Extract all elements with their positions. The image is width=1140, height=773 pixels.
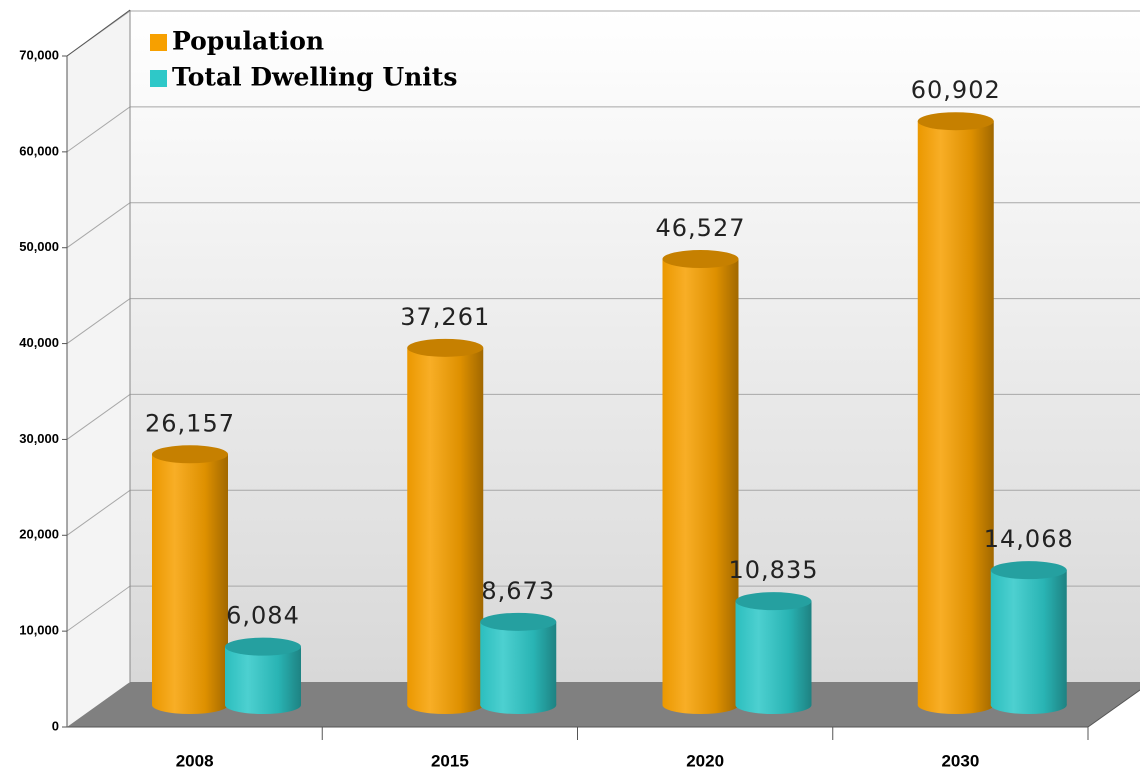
value-label: 60,902 <box>911 76 1001 104</box>
value-label: 26,157 <box>145 409 235 437</box>
bar-top <box>990 561 1067 580</box>
value-label: 37,261 <box>400 303 490 331</box>
value-label: 14,068 <box>984 525 1074 553</box>
legend-swatch <box>150 34 167 51</box>
legend-label: Total Dwelling Units <box>172 63 457 92</box>
x-tick-label: 2030 <box>941 751 979 770</box>
bar-top <box>917 112 994 131</box>
y-tick-label: 0 <box>52 718 59 733</box>
y-tick-label: 50,000 <box>19 239 59 254</box>
bar <box>990 570 1067 705</box>
y-tick-label: 60,000 <box>19 143 59 158</box>
y-tick-label: 40,000 <box>19 335 59 350</box>
bar <box>152 454 228 705</box>
bar-top <box>662 250 739 269</box>
y-tick-label: 10,000 <box>19 623 59 638</box>
y-tick-label: 70,000 <box>19 47 59 62</box>
back-wall <box>130 10 1140 682</box>
x-tick-label: 2020 <box>686 751 724 770</box>
value-label: 46,527 <box>656 214 746 242</box>
bar-top <box>225 637 301 656</box>
value-label: 10,835 <box>729 556 819 584</box>
bar <box>917 121 994 706</box>
legend-swatch <box>150 70 167 87</box>
legend-label: Population <box>172 27 324 56</box>
bar-top <box>480 612 557 631</box>
floor <box>67 682 1140 727</box>
bar <box>225 646 301 705</box>
bar <box>407 347 484 705</box>
x-tick-label: 2015 <box>431 751 469 770</box>
bar <box>735 601 812 705</box>
bar-top <box>407 338 484 357</box>
x-tick-label: 2008 <box>176 751 214 770</box>
bar <box>480 621 557 705</box>
bar-top <box>152 445 228 464</box>
floor-edge <box>1087 689 1140 728</box>
y-tick-label: 30,000 <box>19 431 59 446</box>
y-tick-label: 20,000 <box>19 527 59 542</box>
bar-top <box>735 592 812 611</box>
side-wall <box>67 10 130 727</box>
bar <box>662 259 739 705</box>
wall-top-edge <box>66 9 131 57</box>
value-label: 6,084 <box>226 602 300 630</box>
value-label: 8,673 <box>481 577 555 605</box>
